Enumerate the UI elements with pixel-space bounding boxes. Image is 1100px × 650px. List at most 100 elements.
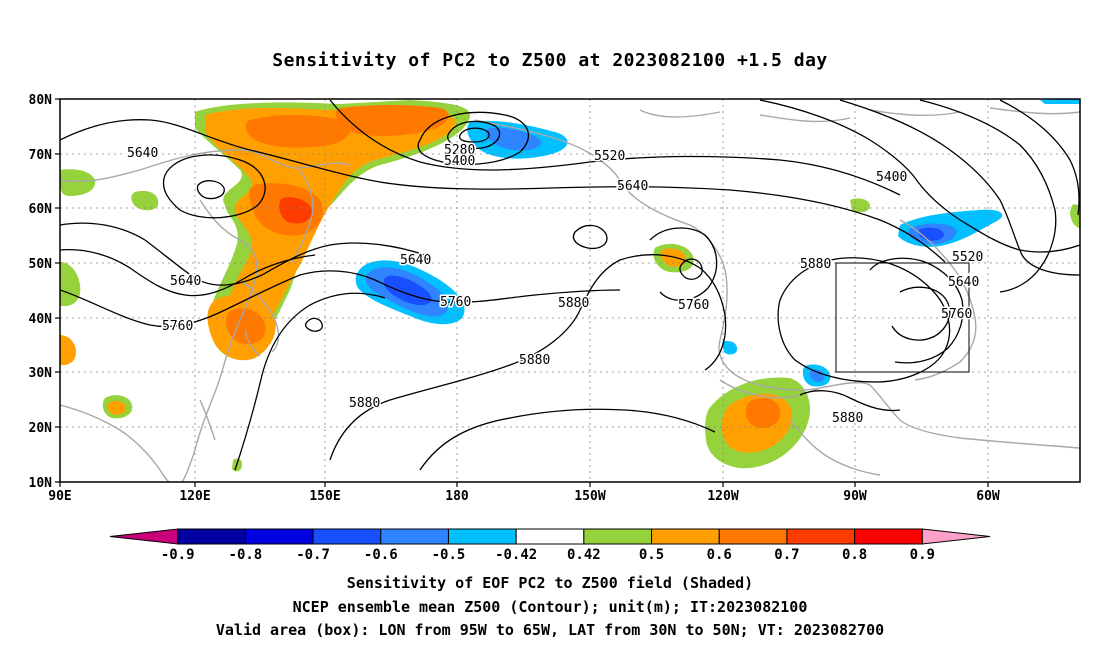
contour-label: 5640	[170, 274, 201, 289]
coastline-southeast-asia	[60, 399, 216, 482]
contour-5880-south	[419, 408, 716, 471]
contour-label: 5280	[444, 143, 475, 158]
colorbar-segment	[854, 528, 923, 545]
colorbar-label: 0.5	[639, 547, 664, 563]
lat-label: 70N	[29, 148, 53, 163]
colorbar-label: -0.9	[161, 547, 195, 563]
lon-label: 120W	[707, 489, 738, 504]
coastline-japan	[239, 279, 280, 357]
contour-5520-main	[329, 99, 901, 196]
contour-5880-north-america	[777, 257, 951, 383]
plot-title: Sensitivity of PC2 to Z500 at 2023082100…	[272, 50, 828, 71]
lon-label: 90W	[843, 489, 867, 504]
colorbar-segment	[380, 528, 449, 545]
lon-label: 150W	[574, 489, 605, 504]
map-frame	[59, 98, 1081, 483]
lon-label: 90E	[48, 489, 71, 504]
contour-west-south-5880	[234, 292, 386, 471]
contour-label: 5640	[127, 146, 158, 161]
shade-kamchatka-core	[279, 197, 312, 224]
contour-center-small-loop	[572, 224, 608, 250]
contour-labels: 5640 5640 5760 5280 5400 5520 5640 5400 …	[126, 142, 985, 428]
coastline-arctic-islands	[639, 107, 1080, 123]
coastline-alaska	[474, 119, 1080, 449]
contour-east-loop-1	[869, 257, 964, 364]
contour-label: 5400	[876, 170, 907, 185]
lon-label: 60W	[976, 489, 1000, 504]
colorbar-label: 0.9	[910, 547, 935, 563]
shade-small-cyan-b	[1040, 99, 1080, 104]
colorbar-segment	[312, 528, 382, 545]
contour-label: 5640	[400, 253, 431, 268]
contour-label: 5640	[948, 275, 979, 290]
contour-5760-west	[60, 270, 621, 328]
shade-arctic-red	[335, 105, 449, 136]
contour-label: 5880	[558, 296, 589, 311]
colorbar-segment	[244, 528, 314, 545]
colorbar-label: 0.6	[707, 547, 732, 563]
contour-label: 5760	[941, 307, 972, 322]
colorbar-segment	[515, 528, 585, 545]
caption-valid-area: Valid area (box): LON from 95W to 65W, L…	[215, 621, 885, 639]
colorbar-arrow-low	[109, 528, 179, 545]
coastline-east-asia	[60, 149, 351, 482]
shade-japan-red	[225, 308, 266, 345]
contour-5400-west	[417, 111, 529, 166]
colorbar-label: -0.6	[364, 547, 398, 563]
valid-area-box	[835, 262, 970, 373]
lon-label: 120E	[179, 489, 210, 504]
contour-5760-east	[999, 99, 1080, 216]
colorbar-segment	[447, 528, 517, 545]
colorbar-label: 0.7	[774, 547, 799, 563]
contour-5640-west	[60, 222, 426, 286]
contour-label: 5760	[678, 298, 709, 313]
contour-5760-central	[649, 227, 718, 301]
shade-mexico-red	[745, 398, 781, 428]
map-gridlines	[60, 99, 1080, 482]
shade-green-60w	[1070, 204, 1080, 228]
shaded-positive-areas	[60, 100, 1080, 472]
colorbar-label: 0.42	[567, 547, 601, 563]
contour-5880-center	[329, 254, 727, 461]
lat-label: 10N	[29, 476, 53, 491]
colorbar-label: 0.8	[842, 547, 867, 563]
colorbar-segment	[718, 528, 788, 545]
shade-west-green-2	[60, 262, 81, 306]
coastline-north-america-east	[899, 219, 977, 381]
lat-label: 20N	[29, 421, 53, 436]
contour-label: 5880	[832, 411, 863, 426]
shade-west-green	[60, 169, 96, 196]
lat-label: 50N	[29, 257, 53, 272]
z500-contours	[60, 99, 1080, 471]
colorbar-label: -0.42	[495, 547, 537, 563]
lat-label: 40N	[29, 312, 53, 327]
lon-label: 150E	[309, 489, 340, 504]
shade-small-cyan-a	[722, 340, 738, 355]
colorbar-segment	[651, 528, 720, 545]
contour-small-pacific-loop	[304, 317, 323, 332]
colorbar-labels: -0.9 -0.8 -0.7 -0.6 -0.5 -0.42 0.42 0.5 0.6 0.7 0.…	[161, 547, 935, 563]
contour-label: 5760	[162, 319, 193, 334]
shade-small-orange-a	[107, 400, 126, 415]
lat-label: 60N	[29, 202, 53, 217]
colorbar-label: -0.5	[432, 547, 466, 563]
lon-labels: 90E 120E 150E 180 150W 120W 90W 60W	[48, 489, 1000, 504]
shade-chukotka-red	[245, 115, 351, 148]
colorbar-label: -0.8	[229, 547, 263, 563]
contour-label: 5760	[440, 295, 471, 310]
map-background	[60, 99, 1080, 482]
contour-label: 5520	[594, 149, 625, 164]
coastline-kamchatka	[291, 169, 314, 263]
colorbar-segment	[583, 528, 653, 545]
contour-label: 5880	[800, 257, 831, 272]
contour-west-5640-lower	[60, 249, 316, 297]
contour-label: 5880	[349, 396, 380, 411]
colorbar-segment	[177, 528, 246, 545]
colorbar-segment	[786, 528, 856, 545]
contour-label: 5640	[617, 179, 648, 194]
contour-central-pacific-loop	[679, 258, 703, 280]
axis-ticks	[55, 98, 989, 487]
colorbar-label: -0.7	[296, 547, 330, 563]
shade-west-orange-3	[60, 335, 76, 366]
